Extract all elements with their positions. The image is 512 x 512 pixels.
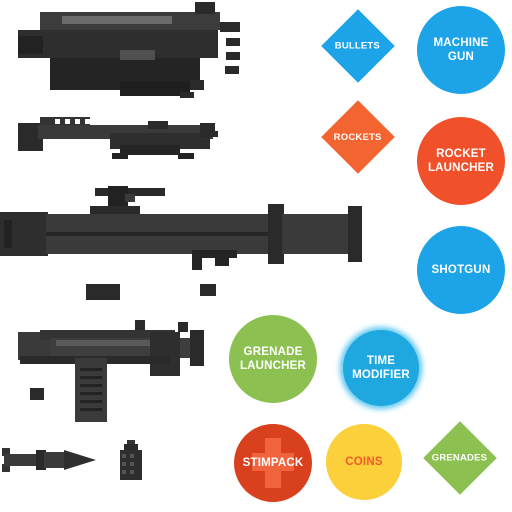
coins-label: COINS xyxy=(345,456,383,468)
grenades-label: GRENADES xyxy=(432,452,488,464)
time-modifier-label: TIME MODIFIER xyxy=(352,355,410,381)
stimpack-label: STIMPACK xyxy=(242,457,304,469)
bullets-label: BULLETS xyxy=(335,40,381,52)
medical-cross-icon xyxy=(252,438,294,488)
grenades-badge: GRENADES xyxy=(423,421,497,495)
machine-gun-badge: MACHINE GUN xyxy=(417,6,505,94)
stimpack-badge: STIMPACK xyxy=(234,424,312,502)
time-modifier-badge: TIME MODIFIER xyxy=(343,330,419,406)
shotgun-sprite xyxy=(18,117,218,159)
grenade-launcher-sprite xyxy=(18,320,204,422)
machine-gun-sprite xyxy=(18,2,240,98)
bullets-badge: BULLETS xyxy=(321,9,395,83)
grenade-launcher-label: GRENADE LAUNCHER xyxy=(239,346,307,372)
rocket-projectile-sprite xyxy=(2,448,96,472)
grenade-launcher-badge: GRENADE LAUNCHER xyxy=(229,315,317,403)
rockets-label: ROCKETS xyxy=(334,131,382,143)
rocket-launcher-sprite xyxy=(0,186,362,300)
coins-badge: COINS xyxy=(326,424,402,500)
rocket-launcher-label: ROCKET LAUNCHER xyxy=(427,148,495,174)
machine-gun-label: MACHINE GUN xyxy=(433,37,489,63)
rockets-badge: ROCKETS xyxy=(321,100,395,174)
hand-grenade-sprite xyxy=(120,440,142,480)
rocket-launcher-badge: ROCKET LAUNCHER xyxy=(417,117,505,205)
shotgun-label: SHOTGUN xyxy=(431,264,491,276)
shotgun-badge: SHOTGUN xyxy=(417,226,505,314)
